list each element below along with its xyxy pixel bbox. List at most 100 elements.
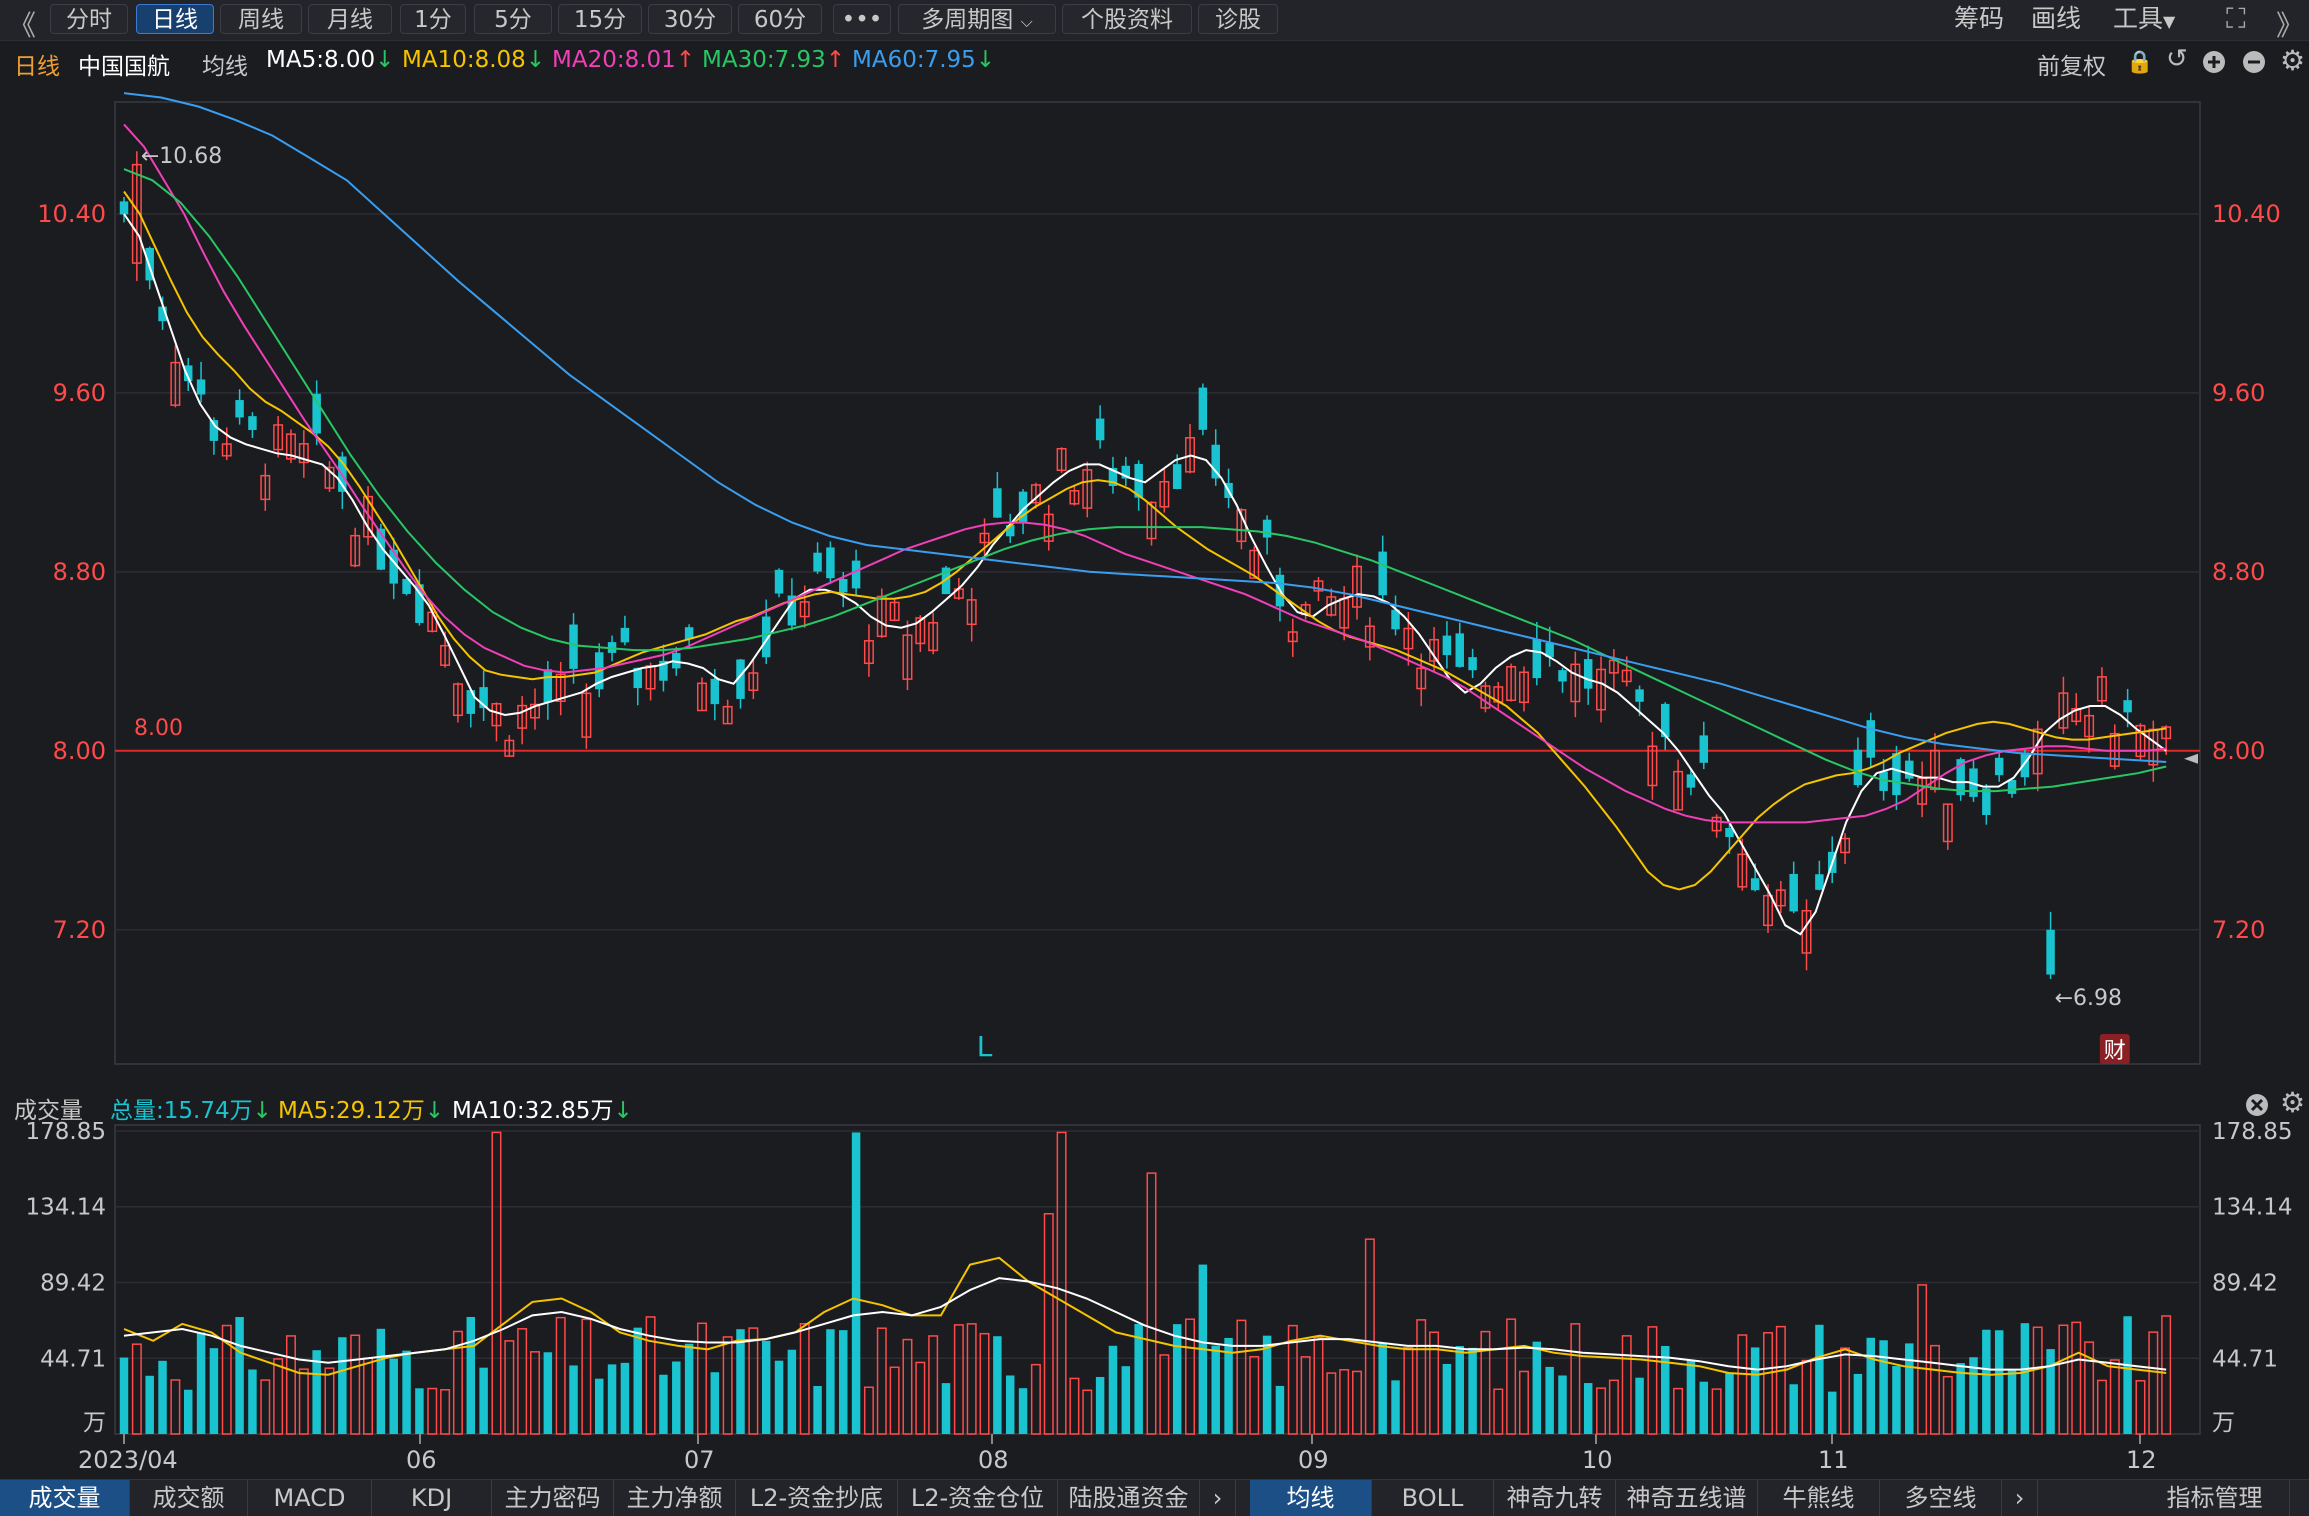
candle-down <box>1994 757 2004 776</box>
volume-bar-up <box>1673 1387 1684 1435</box>
period-button-6[interactable]: 15分 <box>558 4 642 34</box>
candle-down <box>1005 525 1015 537</box>
indicator-tab-right-1[interactable]: BOLL <box>1372 1480 1494 1516</box>
indicator-tab-left-1[interactable]: 成交额 <box>130 1480 248 1516</box>
volume-ma-line-ma10 <box>123 1277 2167 1371</box>
marker-earnings: 财 <box>2104 1039 2126 1064</box>
volume-bar-up <box>2161 1315 2172 1435</box>
indicator-tab-left-3[interactable]: KDJ <box>372 1480 492 1516</box>
ma20-value: MA20:8.01↑ <box>552 47 695 73</box>
period-button-3[interactable]: 月线 <box>308 4 392 34</box>
indicator-tab-right-4[interactable]: 牛熊线 <box>1758 1480 1880 1516</box>
indicator-tab-right-2[interactable]: 神奇九转 <box>1494 1480 1616 1516</box>
price-chart[interactable]: 10.40 10.40 9.60 9.60 8.80 8.80 8.00 8.00 7.20 7.… <box>0 0 2309 1479</box>
adjust-mode[interactable]: 前复权 <box>2037 54 2106 80</box>
volume-bar-down <box>1789 1384 1798 1434</box>
volume-bar-up <box>915 1361 926 1435</box>
collapse-right-icon[interactable]: 》 <box>2276 9 2305 42</box>
volume-bar-down <box>1661 1345 1670 1434</box>
indicator-manage-tab[interactable]: 指标管理 <box>2140 1480 2290 1516</box>
period-button-0[interactable]: 分时 <box>50 4 128 34</box>
period-button-1[interactable]: 日线 <box>136 4 214 34</box>
volume-bar-up <box>1518 1370 1529 1435</box>
gear-icon[interactable]: ⚙ <box>2280 1086 2306 1119</box>
indicator-tab-left-7[interactable]: L2-资金仓位 <box>898 1480 1058 1516</box>
candle-down <box>710 678 720 705</box>
volume-bar-up <box>1429 1331 1440 1435</box>
period-button-8[interactable]: 60分 <box>738 4 822 34</box>
stock-name[interactable]: 中国国航 <box>78 54 170 80</box>
volume-bar-up <box>2096 1379 2107 1435</box>
candle-down <box>1558 670 1567 682</box>
period-button-4[interactable]: 1分 <box>400 4 466 34</box>
candle-up <box>1159 480 1170 508</box>
candle-up <box>440 644 451 666</box>
candle-down <box>543 669 553 703</box>
period-button-5[interactable]: 5分 <box>474 4 552 34</box>
volume-bar-down <box>736 1329 745 1434</box>
candle-down <box>1391 609 1400 630</box>
undo-icon[interactable]: ↺ <box>2166 44 2188 74</box>
candle-up <box>2058 692 2069 729</box>
close-icon[interactable] <box>2245 1093 2269 1121</box>
indicator-tab-left-2[interactable]: MACD <box>248 1480 372 1516</box>
candle-up <box>363 495 374 538</box>
candle-down <box>196 379 206 395</box>
candle-down <box>1198 387 1208 430</box>
more-tabs-icon[interactable]: › <box>1200 1480 1236 1516</box>
volume-bar-up <box>1159 1354 1170 1435</box>
volume-bar-up <box>1596 1387 1607 1435</box>
stock-info-button[interactable]: 个股资料 <box>1062 4 1192 34</box>
x-tick-label: 2023/04 <box>78 1446 178 1474</box>
period-button-2[interactable]: 周线 <box>220 4 302 34</box>
indicator-tab-right-3[interactable]: 神奇五线谱 <box>1616 1480 1758 1516</box>
indicator-tab-left-5[interactable]: 主力净额 <box>614 1480 736 1516</box>
period-button-7[interactable]: 30分 <box>648 4 732 34</box>
volume-bar-down <box>2007 1368 2017 1434</box>
indicator-tab-left-6[interactable]: L2-资金抄底 <box>736 1480 898 1516</box>
volume-bar-up <box>260 1379 271 1435</box>
indicator-tab-right-0[interactable]: 均线 <box>1250 1480 1372 1516</box>
volume-bar-up <box>1647 1326 1658 1435</box>
marker-earnings-badge <box>2099 1034 2130 1064</box>
candle-down <box>1635 689 1644 702</box>
indicator-tab-left-4[interactable]: 主力密码 <box>492 1480 614 1516</box>
indicator-tab-left-0[interactable]: 成交量 <box>0 1480 130 1516</box>
tools-dropdown[interactable]: 工具▼ <box>2113 4 2175 34</box>
volume-bar-up <box>1185 1318 1196 1435</box>
more-periods-button[interactable]: ••• <box>833 4 891 34</box>
draw-line-button[interactable]: 画线 <box>2031 4 2082 33</box>
candle-down <box>2007 779 2017 794</box>
chips-button[interactable]: 筹码 <box>1954 4 2005 33</box>
candle-down <box>1532 639 1542 679</box>
volume-frame <box>114 1124 2201 1435</box>
price-tick-left: 10.40 <box>37 200 106 228</box>
volume-bar-down <box>1108 1345 1118 1434</box>
multi-period-dropdown[interactable]: 多周期图 ⌵ <box>898 4 1056 34</box>
price-tick-left: 8.00 <box>53 737 106 765</box>
candle-up <box>221 443 232 457</box>
zoom-out-icon[interactable] <box>2242 50 2266 74</box>
collapse-left-icon[interactable]: 《 <box>8 9 37 42</box>
x-tick-label: 10 <box>1582 1446 1613 1474</box>
indicator-tab-right-5[interactable]: 多空线 <box>1880 1480 2002 1516</box>
diagnose-button[interactable]: 诊股 <box>1198 4 1278 34</box>
volume-tick-right: 178.85 <box>2212 1119 2292 1145</box>
volume-bar-up <box>1313 1336 1324 1435</box>
x-tick-label: 09 <box>1298 1446 1329 1474</box>
zoom-in-icon[interactable] <box>2202 50 2226 74</box>
ma-label[interactable]: 均线 <box>202 54 248 80</box>
volume-tick-left: 万 <box>83 1410 106 1436</box>
more-tabs-icon[interactable]: › <box>2002 1480 2038 1516</box>
volume-bar-down <box>1969 1357 1978 1434</box>
candle-down <box>158 306 167 322</box>
candle-up <box>1596 668 1607 711</box>
volume-bar-up <box>928 1335 939 1435</box>
ma30-text: MA30:7.93 <box>702 47 826 73</box>
volume-bar-up <box>1917 1284 1928 1435</box>
volume-bar-down <box>1018 1388 1028 1434</box>
indicator-tab-left-8[interactable]: 陆股通资金 <box>1058 1480 1200 1516</box>
expand-icon[interactable]: ⛶ <box>2226 2 2246 35</box>
lock-icon[interactable]: 🔒 <box>2126 50 2154 75</box>
volume-title[interactable]: 成交量 <box>14 1098 83 1124</box>
